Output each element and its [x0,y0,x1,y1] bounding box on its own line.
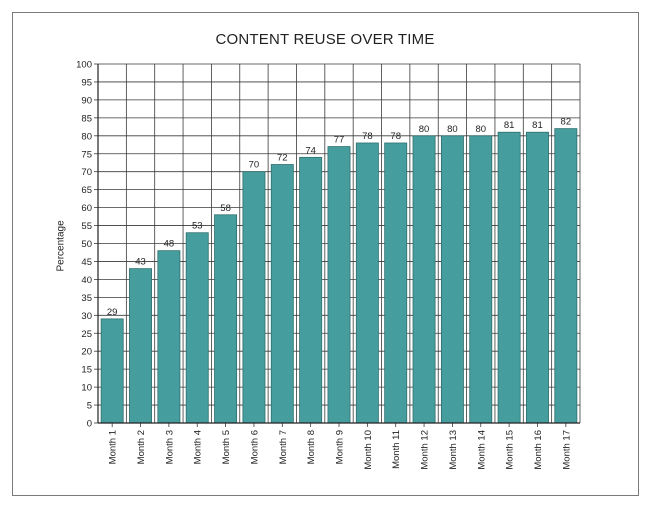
y-tick-label-100: 100 [76,60,92,71]
data-label-10: 78 [362,131,373,142]
x-tick-label-16: Month 16 [533,430,544,470]
bars [100,128,578,424]
bar-month-4 [185,232,209,424]
bar-month-6 [242,171,266,424]
x-tick-label-2: Month 2 [136,430,147,464]
x-tick-label-8: Month 8 [306,430,317,464]
y-tick-label-60: 60 [81,203,92,214]
x-tick-label-17: Month 17 [561,430,572,470]
x-tick-label-12: Month 12 [420,430,431,470]
bar-month-2 [129,268,152,424]
data-label-14: 80 [475,124,486,135]
bar-month-5 [214,214,238,424]
data-label-15: 81 [504,120,515,131]
data-label-3: 48 [164,239,175,250]
data-label-16: 81 [532,120,543,131]
y-tick-label-70: 70 [81,167,92,178]
y-tick-label-35: 35 [81,293,92,304]
x-tick-label-6: Month 6 [249,430,260,464]
data-label-9: 77 [334,135,345,146]
data-label-1: 29 [107,307,118,318]
y-tick-label-25: 25 [81,329,92,340]
bar-month-1 [100,318,124,424]
y-tick-label-45: 45 [81,257,92,268]
x-tick-label-10: Month 10 [363,430,374,470]
bar-month-15 [497,131,521,424]
y-tick-label-20: 20 [81,347,92,358]
y-tick-label-75: 75 [81,149,92,160]
y-tick-label-80: 80 [81,131,92,142]
y-tick-label-95: 95 [81,77,92,88]
y-tick-label-65: 65 [81,185,92,196]
x-tick-label-5: Month 5 [221,430,232,464]
y-tick-label-10: 10 [81,383,92,394]
y-tick-label-85: 85 [81,113,92,124]
y-tick-label-15: 15 [81,365,92,376]
x-tick-label-14: Month 14 [476,430,487,470]
bar-month-7 [270,164,294,424]
x-tick-label-13: Month 13 [448,430,459,470]
axes [94,63,580,427]
bar-month-14 [469,135,493,424]
bar-month-13 [440,135,464,424]
y-tick-label-55: 55 [81,221,92,232]
y-tick-label-5: 5 [87,401,92,412]
x-tick-label-15: Month 15 [505,430,516,470]
data-label-12: 80 [419,124,430,135]
data-label-13: 80 [447,124,458,135]
data-label-2: 43 [135,257,146,268]
y-tick-label-30: 30 [81,311,92,322]
data-label-6: 70 [249,160,260,171]
chart-title: CONTENT REUSE OVER TIME [215,31,435,48]
data-label-5: 58 [220,203,231,214]
bar-month-11 [384,142,408,424]
bar-month-10 [355,142,379,424]
y-tick-label-40: 40 [81,275,92,286]
x-tick-labels: Month 1 Month 2 Month 3 Month 4 Month 5 Month… [108,430,573,470]
x-tick-label-7: Month 7 [278,430,289,464]
x-tick-label-11: Month 11 [391,430,402,469]
y-tick-label-90: 90 [81,95,92,106]
data-labels: 29 43 48 53 58 70 72 74 77 78 78 80 80 80 81 81 82 [107,117,571,318]
data-label-4: 53 [192,221,203,232]
bar-month-3 [157,250,181,424]
data-label-11: 78 [390,131,401,142]
bar-month-12 [412,135,436,424]
bar-month-9 [327,146,351,424]
bar-month-17 [554,128,578,424]
x-tick-label-9: Month 9 [335,430,346,464]
data-label-17: 82 [561,117,572,128]
x-tick-label-3: Month 3 [164,430,175,464]
y-tick-label-50: 50 [81,239,92,250]
data-label-7: 72 [277,153,288,164]
y-tick-labels: 0 5 10 15 20 25 30 35 40 45 50 55 60 65 70 75 80 85 90 95 10… [76,60,92,430]
y-tick-label-0: 0 [87,419,92,430]
bar-month-16 [526,131,549,424]
data-label-8: 74 [305,145,316,156]
x-tick-label-1: Month 1 [108,430,119,464]
x-tick-label-4: Month 4 [193,430,204,464]
bar-month-8 [299,156,323,424]
